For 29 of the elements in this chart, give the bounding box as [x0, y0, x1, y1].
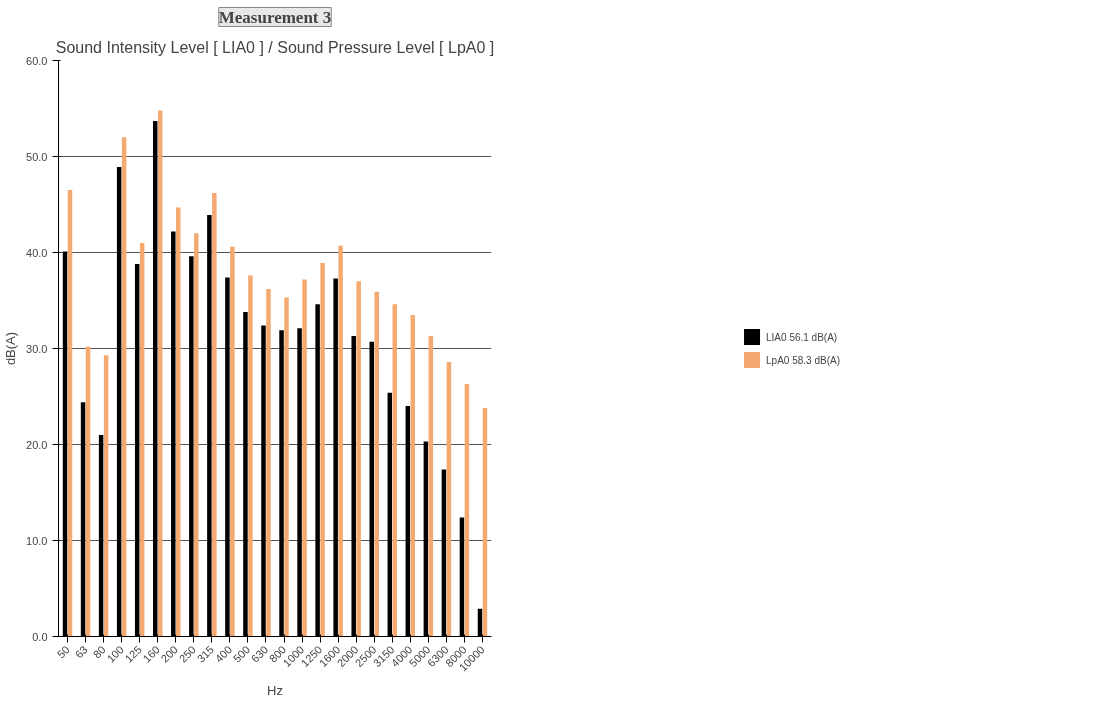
y-tick-label: 60.0	[26, 54, 48, 67]
x-tick-label: 63	[72, 643, 90, 661]
bar	[392, 304, 398, 637]
y-tick-label: 0.0	[32, 630, 48, 643]
bar	[356, 281, 361, 637]
x-tick-label: 50	[54, 643, 72, 661]
bar	[176, 207, 181, 637]
y-tick-label: 40.0	[26, 246, 48, 259]
bar	[230, 246, 235, 637]
bar	[320, 263, 325, 637]
bar	[266, 288, 271, 637]
y-tick-label: 20.0	[26, 438, 48, 451]
legend-label: LIA0 56.1 dB(A)	[766, 331, 838, 342]
chart-subtitle: Sound Intensity Level [ LIA0 ] / Sound Pressure Level [ LpA0 ]	[55, 38, 495, 56]
bar	[194, 233, 199, 637]
legend-label: LpA0 58.3 dB(A)	[766, 354, 840, 365]
chart-title: Measurement 3	[218, 7, 332, 27]
y-tick-label: 30.0	[26, 342, 48, 355]
x-axis-title: Hz	[267, 682, 283, 698]
bar	[284, 297, 289, 637]
x-tick-label: 315	[194, 643, 217, 665]
bar	[374, 291, 379, 637]
bar	[302, 279, 307, 637]
y-tick-label: 50.0	[26, 150, 48, 163]
y-axis-title: dB(A)	[3, 331, 19, 366]
bar	[248, 275, 253, 637]
bar	[212, 192, 217, 637]
y-tick-label: 10.0	[26, 534, 48, 547]
bar	[338, 245, 343, 637]
